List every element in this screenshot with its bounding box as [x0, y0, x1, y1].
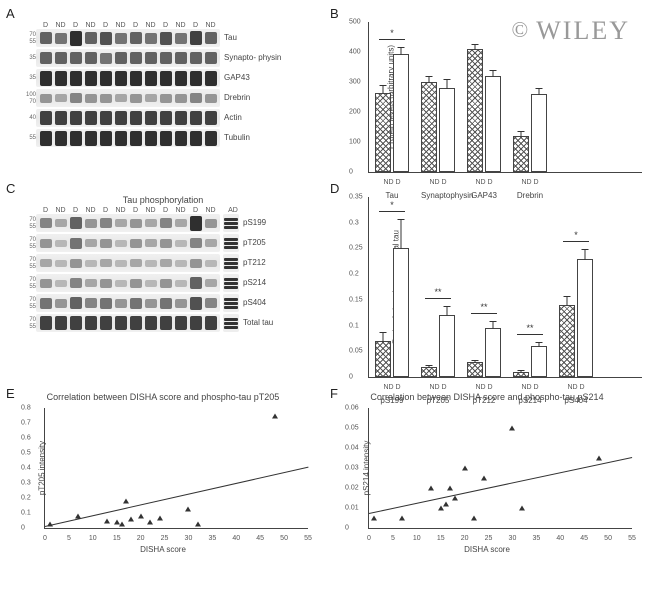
- panel-d: D Ratio of phospho-tau to total tau 00.0…: [332, 183, 642, 378]
- panel-a-label: A: [6, 6, 15, 21]
- bar-chart-d: Ratio of phospho-tau to total tau 00.050…: [368, 197, 642, 378]
- panel-e: E Correlation between DISHA score and ph…: [8, 388, 318, 554]
- scatter-f: pS214 intensity 00.010.020.030.040.050.0…: [368, 408, 632, 529]
- scatter-e-xlabel: DISHA score: [8, 545, 318, 554]
- bar-chart-b: Protein levels (arbitrary units) 0100200…: [368, 22, 642, 173]
- panel-f-title: Correlation between DISHA score and phos…: [332, 392, 642, 402]
- panel-b: B Protein levels (arbitrary units) 01002…: [332, 8, 642, 173]
- figure-grid: A DNDDNDDNDDNDDNDDND7055Tau35Synapto- ph…: [8, 8, 642, 554]
- panel-b-label: B: [330, 6, 339, 21]
- panel-e-title: Correlation between DISHA score and phos…: [8, 392, 318, 402]
- scatter-f-ylabel: pS214 intensity: [362, 441, 371, 496]
- panel-c-title: Tau phosphorylation: [8, 195, 318, 205]
- panel-a: A DNDDNDDNDDNDDNDDND7055Tau35Synapto- ph…: [8, 8, 318, 173]
- panel-f: F Correlation between DISHA score and ph…: [332, 388, 642, 554]
- panel-f-label: F: [330, 386, 338, 401]
- panel-c-label: C: [6, 181, 15, 196]
- panel-c: C Tau phosphorylation DNDDNDDNDDNDDNDDND…: [8, 183, 318, 378]
- scatter-f-xlabel: DISHA score: [332, 545, 642, 554]
- panel-d-label: D: [330, 181, 339, 196]
- panel-e-label: E: [6, 386, 15, 401]
- scatter-e-ylabel: pT205 intensity: [38, 441, 47, 495]
- scatter-e: pT205 intensity 00.10.20.30.40.50.60.70.…: [44, 408, 308, 529]
